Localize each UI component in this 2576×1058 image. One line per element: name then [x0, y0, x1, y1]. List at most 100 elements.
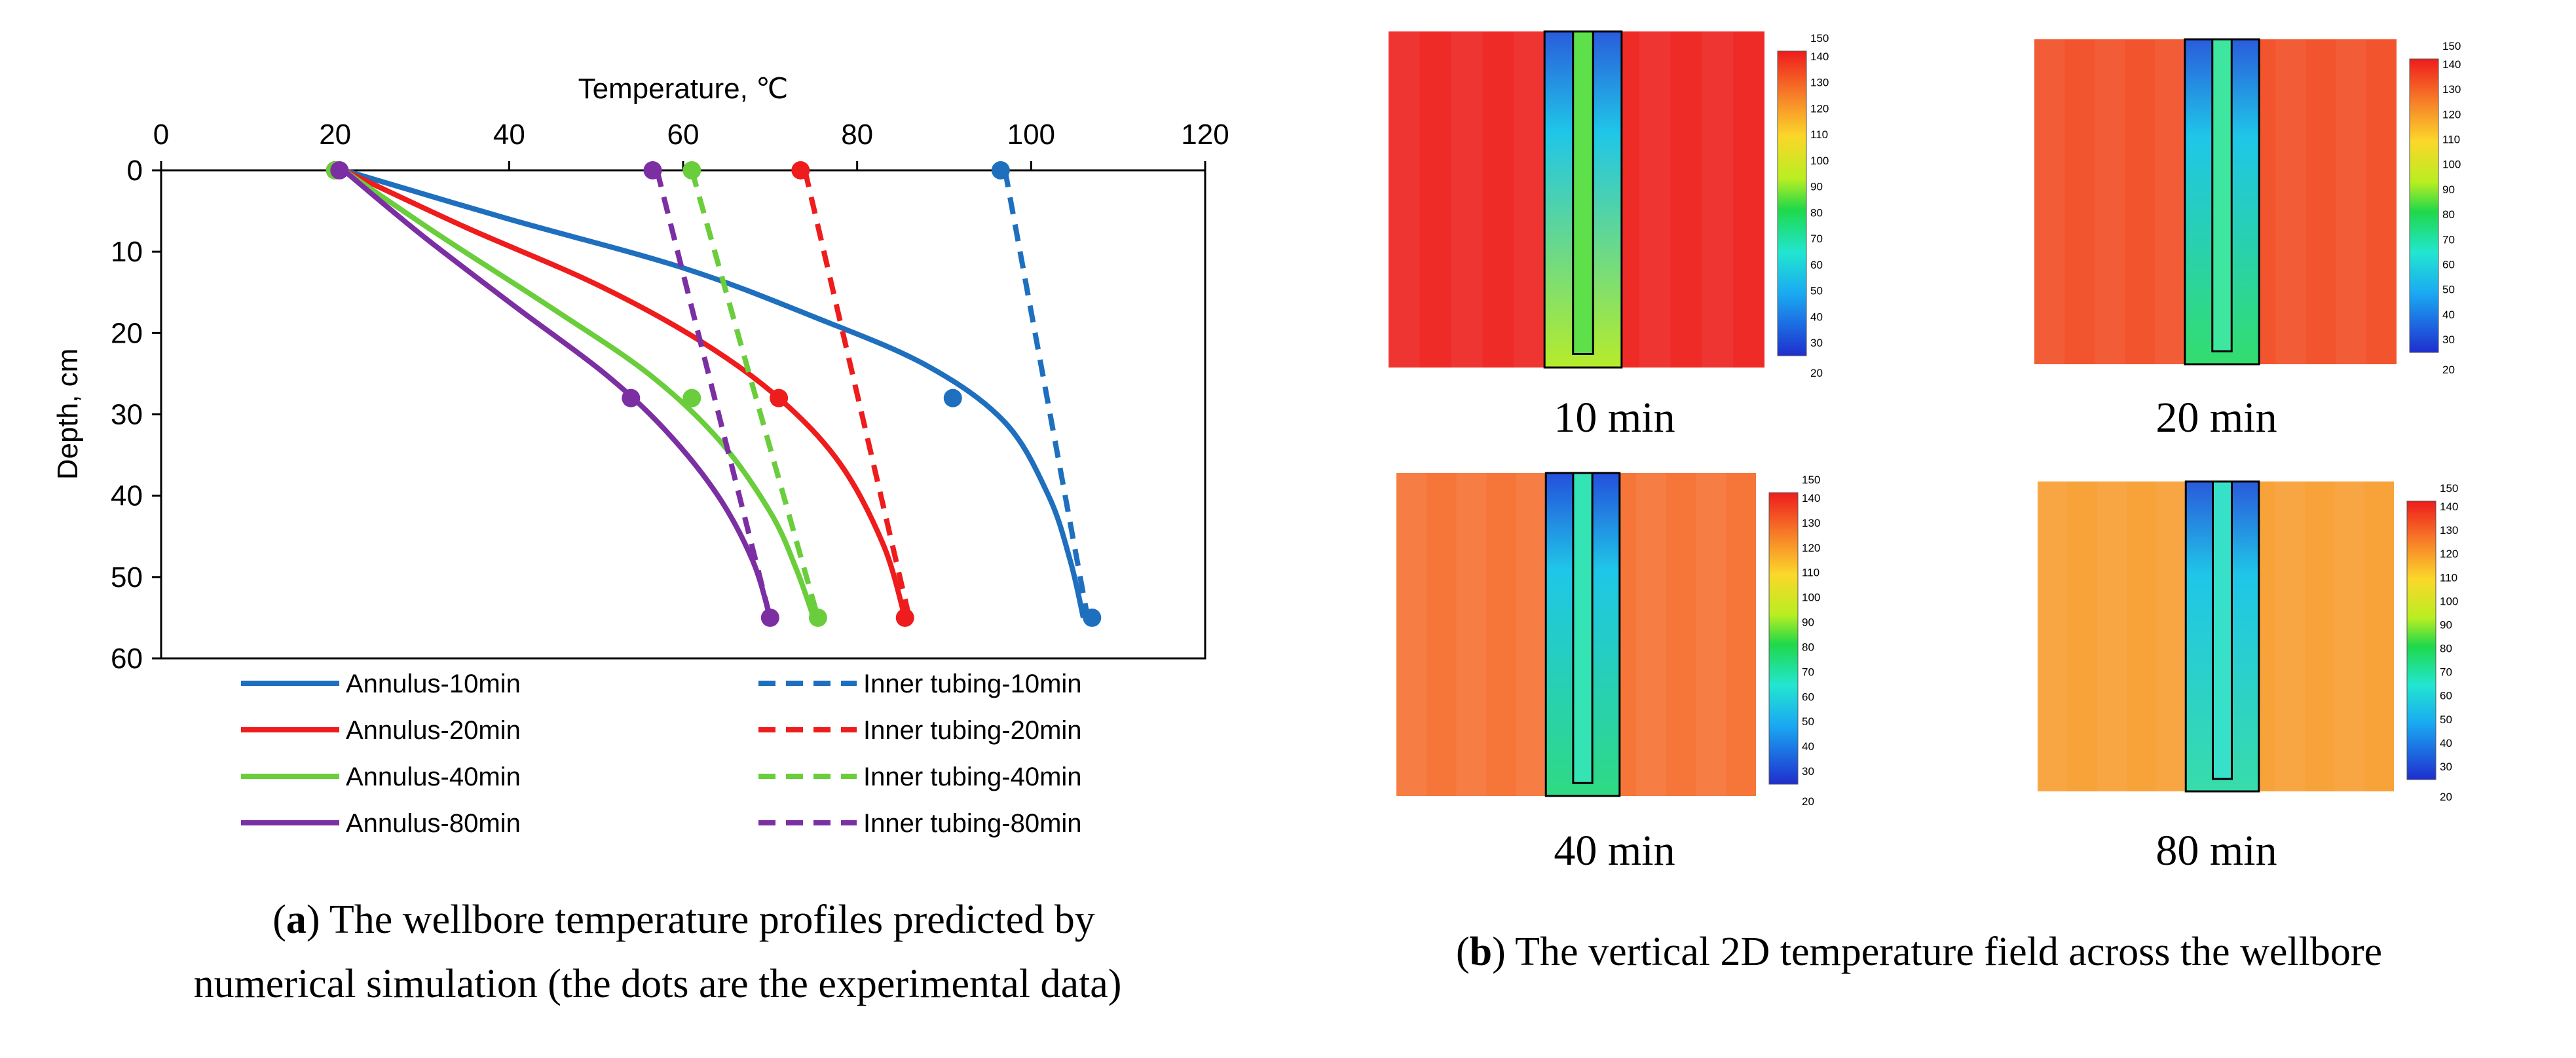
temperature-field-3: 150 140 130 120 110 100 90 80 70 60 50 40 30 20 80 min	[2038, 480, 2458, 875]
colorbar	[1777, 50, 1807, 356]
formation-band	[1389, 31, 1420, 368]
colorbar-tick-label: 130	[2440, 524, 2458, 537]
colorbar-tick-label: 60	[1810, 259, 1823, 271]
colorbar-tick-label: 30	[1802, 765, 1814, 778]
legend-label-6: Inner tubing-40min	[863, 763, 1082, 791]
inner-tubing	[2212, 480, 2233, 780]
x-axis-title: Temperature, ℃	[578, 73, 789, 105]
formation-band	[1456, 473, 1487, 796]
y-tick-label: 0	[127, 155, 143, 187]
colorbar-tick-label: 130	[1802, 517, 1820, 529]
colorbar	[2406, 501, 2436, 780]
caption-a-text1: ) The wellbore temperature profiles pred…	[307, 897, 1095, 942]
legend-label-7: Inner tubing-80min	[863, 809, 1082, 838]
colorbar-tick-label: 40	[1810, 311, 1823, 323]
x-ticks: 0 20 40 60 80 100 120	[153, 119, 1229, 170]
series-line-4	[1002, 170, 1091, 618]
caption-a-label: a	[286, 897, 307, 942]
experimental-point-4-0	[991, 161, 1010, 179]
formation-band	[2336, 39, 2366, 364]
colorbar-tick-label: 90	[2440, 618, 2452, 631]
colorbar-tick-label: 30	[1810, 337, 1823, 349]
caption-b-text1: ) The vertical 2D temperature field acro…	[1492, 930, 2382, 974]
experimental-point-6-0	[682, 161, 701, 179]
colorbar	[2409, 58, 2439, 353]
colorbar-tick-label: 60	[2442, 258, 2455, 271]
series-line-1	[343, 168, 908, 619]
formation-band	[2334, 482, 2364, 791]
line-chart: Temperature, ℃ Depth, cm 0 20 40 60 80 100 120…	[52, 73, 1229, 838]
experimental-point-3-0	[330, 161, 349, 179]
series-line-0	[343, 168, 1086, 618]
experimental-dots	[326, 161, 1102, 627]
formation-band	[1514, 31, 1546, 368]
colorbar-tick-label: 40	[1802, 740, 1814, 753]
formation-band	[2097, 482, 2127, 791]
x-tick-label: 80	[841, 119, 873, 151]
experimental-point-7-0	[643, 161, 662, 179]
colorbar-tick-label: 80	[2440, 643, 2452, 655]
colorbar-tick-label: 30	[2440, 761, 2452, 773]
formation-band	[1702, 31, 1734, 368]
formation-band	[2275, 482, 2305, 791]
colorbar-tick-label: 140	[2440, 501, 2458, 513]
colorbar-tick-label: 150	[2442, 40, 2461, 52]
colorbar-tick-label: 110	[1810, 128, 1828, 141]
legend: Annulus-10min Annulus-20min Annulus-40min A…	[241, 670, 1082, 838]
colorbar-tick-label: 50	[2442, 284, 2455, 296]
colorbar-tick-label: 60	[1802, 690, 1814, 703]
colorbar-tick-label: 130	[2442, 83, 2461, 96]
colorbar-tick-label: 80	[1810, 206, 1823, 219]
x-tick-label: 40	[493, 119, 525, 151]
y-tick-label: 60	[111, 643, 143, 675]
series-line-2	[342, 168, 817, 619]
colorbar-tick-label: 20	[2440, 791, 2452, 803]
colorbar-tick-label: 150	[1802, 474, 1820, 486]
colorbar-tick-label: 140	[1810, 50, 1829, 63]
legend-label-5: Inner tubing-20min	[863, 716, 1082, 745]
colorbar-tick-label: 70	[1802, 666, 1814, 678]
y-tick-label: 30	[111, 399, 143, 431]
colorbar-tick-label: 120	[1802, 542, 1820, 554]
colorbar-tick-label: 100	[1802, 592, 1820, 604]
colorbar-tick-label: 30	[2442, 333, 2455, 346]
colorbar-tick-label: 140	[2442, 58, 2461, 71]
caption-b-label: b	[1470, 930, 1492, 974]
series-lines	[342, 168, 1091, 619]
x-tick-label: 60	[667, 119, 700, 151]
experimental-point-1-2	[895, 608, 914, 627]
temperature-field-1: 150 140 130 120 110 100 90 80 70 60 50 40 30 20 20 min	[2034, 38, 2461, 442]
colorbar-tick-label: 120	[2440, 548, 2458, 560]
colorbar-tick-label: 110	[1802, 567, 1820, 579]
colorbar-tick-label: 50	[1810, 285, 1823, 297]
formation-band	[1516, 473, 1546, 796]
panel-caption-3: 80 min	[2156, 827, 2277, 875]
legend-label-1: Annulus-20min	[346, 716, 521, 745]
colorbar-tick-label: 100	[1810, 155, 1829, 167]
colorbar-tick-label: 120	[2442, 108, 2461, 121]
legend-label-2: Annulus-40min	[346, 763, 521, 791]
colorbar-tick-label: 50	[1802, 715, 1814, 728]
x-tick-label: 20	[319, 119, 351, 151]
formation-band	[2034, 39, 2065, 364]
colorbar-tick-label: 130	[1810, 77, 1829, 89]
colorbar-tick-label: 90	[1810, 181, 1823, 193]
y-tick-label: 40	[111, 480, 143, 512]
colorbar-tick-label: 110	[2442, 134, 2460, 146]
experimental-point-1-1	[770, 388, 789, 407]
panel-caption-0: 10 min	[1554, 394, 1675, 442]
colorbar-tick-label: 20	[1802, 795, 1814, 808]
temperature-field-panels: 150 140 130 120 110 100 90 80 70 60 50 40 30 20 10 min…	[1389, 30, 2461, 875]
colorbar-tick-label: 70	[2442, 233, 2455, 246]
experimental-point-0-2	[1083, 608, 1102, 627]
x-tick-label: 0	[153, 119, 169, 151]
colorbar-tick-label: 70	[2440, 666, 2452, 679]
caption-a-line1: (a) The wellbore temperature profiles pr…	[272, 897, 1095, 942]
panel-caption-2: 40 min	[1554, 827, 1675, 875]
colorbar-tick-label: 150	[2440, 482, 2458, 495]
formation-band	[2156, 482, 2186, 791]
experimental-point-2-2	[808, 608, 827, 627]
temperature-field-0: 150 140 130 120 110 100 90 80 70 60 50 40 30 20 10 min	[1389, 30, 1829, 442]
series-line-7	[654, 170, 773, 618]
